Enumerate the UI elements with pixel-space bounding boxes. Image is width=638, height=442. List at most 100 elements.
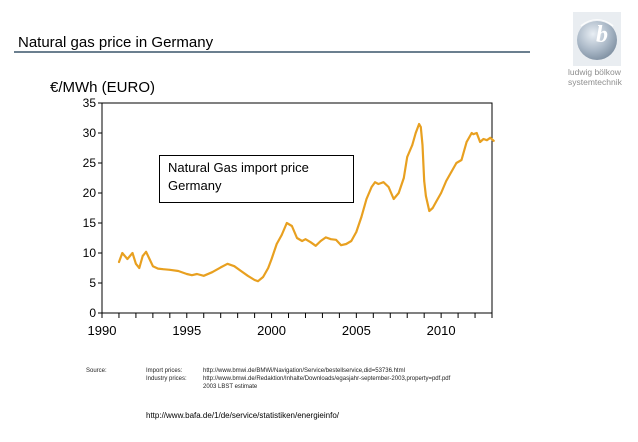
x-tick-label-1990: 1990 (88, 323, 117, 338)
series-point-0-30 (280, 234, 283, 236)
source-url-import: http://www.bmwi.de/BMWi/Navigation/Servi… (203, 368, 405, 374)
series-point-0-46 (360, 216, 363, 218)
y-tick-label-35: 35 (83, 96, 97, 110)
series-point-0-37 (314, 244, 317, 247)
x-tick-label-1995: 1995 (172, 323, 201, 338)
series-point-0-17 (202, 274, 205, 277)
series-point-0-31 (285, 222, 288, 224)
series-point-0-43 (345, 243, 348, 245)
series-point-0-26 (262, 276, 264, 278)
source-label: Source: (86, 368, 107, 374)
y-tick-label-15: 15 (83, 216, 97, 230)
series-point-0-39 (324, 236, 327, 239)
series-point-0-34 (301, 240, 303, 242)
series-point-0-28 (270, 258, 273, 260)
series-point-0-56 (406, 156, 409, 158)
footer-source-url: http://www.bafa.de/1/de/service/statisti… (146, 411, 339, 420)
series-point-0-70 (455, 162, 458, 164)
y-tick-label-20: 20 (83, 186, 97, 200)
series-point-0-78 (486, 139, 488, 142)
source-urls: http://www.bmwi.de/BMWi/Navigation/Servi… (203, 367, 450, 391)
series-point-0-21 (233, 265, 236, 268)
plot-frame (101, 102, 493, 314)
x-tick-label-2005: 2005 (342, 323, 371, 338)
series-point-0-13 (177, 270, 180, 272)
series-point-0-29 (275, 243, 278, 245)
slide-title: Natural gas price in Germany (18, 34, 214, 51)
source-url-industry: http://www.bmwi.de/Redaktion/Inhalte/Dow… (203, 376, 451, 382)
series-point-0-10 (157, 267, 159, 270)
x-tick-label-2010: 2010 (427, 323, 456, 338)
series-point-0-27 (267, 267, 270, 269)
series-point-0-48 (370, 186, 373, 188)
series-point-0-2 (126, 258, 129, 260)
series-point-0-11 (162, 268, 164, 271)
series-point-0-22 (240, 270, 242, 272)
series-point-0-68 (445, 180, 448, 182)
series-point-0-41 (335, 238, 337, 241)
series-point-0-77 (482, 138, 485, 140)
logo-glyph: b (596, 22, 608, 48)
series-point-0-59 (418, 123, 420, 125)
logo-line-1: ludwig bölkow (568, 67, 621, 77)
series-point-0-45 (355, 231, 358, 233)
series-point-0-4 (135, 262, 137, 265)
series-point-0-55 (402, 177, 405, 179)
source-estimate: 2003 LBST estimate (203, 384, 258, 390)
series-point-0-58 (414, 132, 417, 134)
series-point-0-0 (118, 261, 120, 263)
series-point-0-7 (145, 250, 147, 253)
series-point-0-60 (419, 126, 422, 128)
series-point-0-16 (196, 273, 198, 275)
series-point-0-14 (185, 273, 188, 275)
logo-mark-icon: b (573, 12, 621, 66)
y-tick-label-5: 5 (89, 276, 96, 290)
series-point-0-20 (226, 262, 229, 265)
y-tick-label-0: 0 (89, 306, 96, 320)
series-point-0-75 (475, 132, 478, 134)
series-point-0-52 (387, 186, 390, 188)
chart-series (117, 122, 495, 283)
series-point-0-18 (211, 271, 214, 274)
source-kind-import: Import prices: (146, 368, 183, 374)
series-point-0-40 (330, 238, 332, 241)
series-point-0-15 (190, 274, 193, 277)
series-point-0-33 (296, 237, 298, 239)
series-point-0-53 (392, 198, 395, 200)
series-point-0-79 (489, 136, 492, 139)
source-kinds: Import prices: Industry prices: (146, 367, 187, 383)
series-point-0-25 (257, 280, 259, 283)
series-point-0-38 (319, 240, 322, 242)
chart-annotation-box: Natural Gas import price Germany (159, 155, 354, 203)
annotation-line-1: Natural Gas import price (168, 160, 309, 175)
series-point-0-64 (428, 210, 431, 212)
series-point-0-35 (304, 238, 307, 241)
logo-text: ludwig bölkow systemtechnik (568, 67, 630, 87)
series-point-0-44 (350, 240, 353, 242)
series-point-0-62 (423, 180, 426, 182)
logo-line-2: systemtechnik (568, 77, 622, 87)
series-point-0-72 (465, 141, 468, 143)
series-point-0-80 (492, 139, 495, 142)
series-point-0-12 (168, 268, 171, 271)
series-point-0-9 (151, 265, 154, 268)
series-point-0-71 (460, 159, 463, 161)
series-point-0-57 (411, 144, 414, 146)
series-point-0-47 (365, 198, 368, 200)
series-point-0-69 (450, 171, 453, 173)
series-point-0-3 (131, 252, 134, 254)
series-point-0-74 (472, 133, 475, 136)
series-point-0-5 (138, 267, 141, 269)
series-point-0-50 (377, 183, 380, 185)
series-point-0-66 (435, 201, 437, 203)
series-point-0-65 (431, 207, 434, 209)
series-point-0-54 (397, 192, 400, 194)
series-point-0-8 (148, 258, 151, 260)
series-point-0-19 (219, 266, 222, 269)
source-kind-industry: Industry prices: (146, 376, 187, 382)
company-logo: b ludwig bölkow systemtechnik (568, 10, 630, 102)
series-point-0-76 (479, 141, 482, 143)
series-point-0-6 (141, 255, 144, 257)
series-point-0-51 (382, 181, 385, 184)
